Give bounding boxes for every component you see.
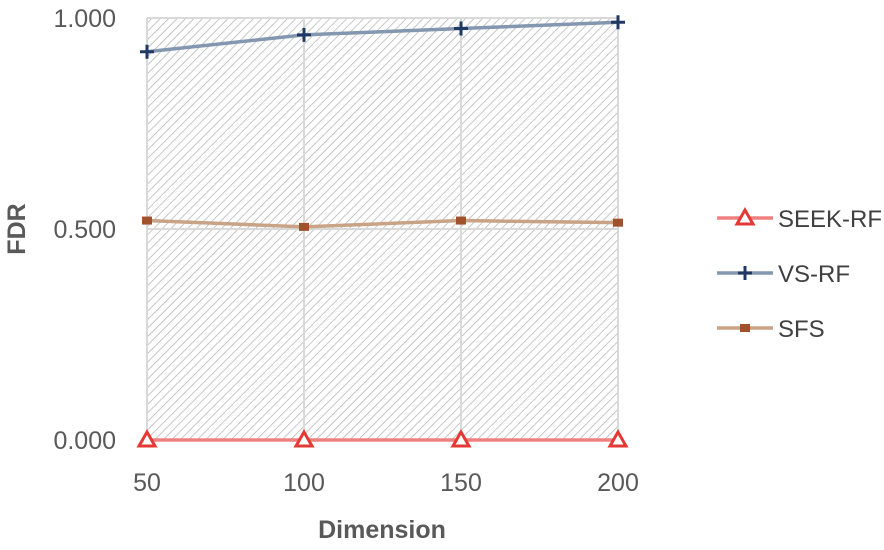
y-axis-title: FDR: [3, 203, 31, 254]
y-tick-label: 0.500: [53, 216, 116, 244]
series-lines: [146, 20, 619, 442]
data-point-sfs: [299, 222, 309, 231]
y-tick-label: 0.000: [53, 427, 116, 455]
data-point-seek-rf: [607, 428, 629, 448]
legend-marker: [740, 324, 750, 332]
series-line-vs-rf: [146, 20, 619, 54]
data-point-vs-rf: [297, 27, 311, 42]
legend-marker: [738, 266, 752, 280]
data-point-vs-rf: [140, 44, 154, 59]
series-line-sfs: [146, 218, 619, 229]
legend-marker: [734, 206, 756, 226]
axis-labels: 0.000 0.500 1.000 50 100 150 200: [53, 5, 638, 497]
data-point-seek-rf: [136, 428, 158, 448]
x-tick-label: 100: [283, 469, 325, 497]
x-axis-title: Dimension: [318, 516, 446, 544]
data-point-vs-rf: [454, 21, 468, 36]
data-point-seek-rf: [450, 428, 472, 448]
legend-label: SEEK-RF: [778, 206, 882, 233]
series-markers: [136, 15, 629, 448]
data-point-sfs: [456, 216, 466, 225]
data-point-sfs: [142, 216, 152, 225]
x-tick-label: 50: [133, 469, 161, 497]
y-tick-label: 1.000: [53, 5, 116, 33]
legend-label: VS-RF: [778, 261, 850, 288]
legend-label: SFS: [778, 316, 825, 343]
data-point-sfs: [613, 218, 623, 227]
data-point-vs-rf: [611, 15, 625, 30]
x-tick-label: 200: [597, 469, 639, 497]
legend: SEEK-RF VS-RF SFS: [717, 206, 882, 343]
data-point-seek-rf: [293, 428, 315, 448]
x-tick-label: 150: [440, 469, 482, 497]
